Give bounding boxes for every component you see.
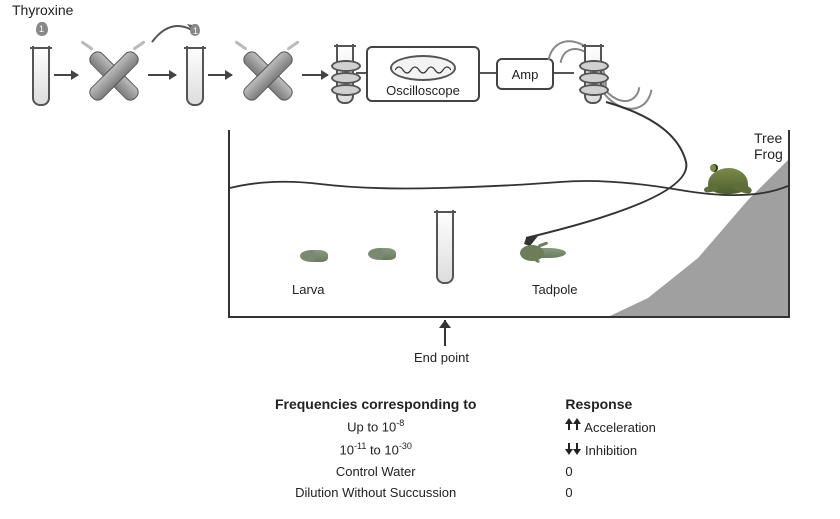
freq-header: Frequencies corresponding to	[220, 396, 531, 412]
freq-cell-1: 10-11 to 10-30	[220, 441, 531, 458]
resp-cell-2: 0	[531, 464, 760, 479]
resp-cell-1: Inhibition	[531, 441, 760, 458]
coil-tube-emitter	[580, 42, 604, 104]
process-arrow-1	[54, 74, 78, 76]
drop-number-1: 1	[39, 24, 44, 34]
test-tube-1	[32, 46, 50, 106]
thyroxine-label: Thyroxine	[12, 2, 73, 18]
endpoint-label: End point	[414, 350, 469, 365]
thyroxine-drop-1: 1	[36, 22, 48, 36]
process-arrow-2	[148, 74, 176, 76]
table-row: Up to 10-8 Acceleration	[220, 418, 760, 435]
tree-label: Tree	[754, 130, 782, 146]
coil-tube-input	[332, 42, 356, 104]
tadpole-icon	[520, 244, 566, 262]
succussion-1	[86, 48, 140, 102]
emitter-in-water	[436, 210, 454, 284]
frog-label: Frog	[754, 146, 783, 162]
larva-1-icon	[300, 250, 328, 262]
tadpole-label: Tadpole	[532, 282, 578, 297]
signal-to-tank-arrow	[450, 100, 710, 250]
freq-cell-3: Dilution Without Succussion	[220, 485, 531, 500]
table-row: Dilution Without Succussion 0	[220, 485, 760, 500]
wire-coil-osc	[356, 72, 366, 74]
oscilloscope-box: Oscilloscope	[366, 46, 480, 102]
wire-osc-amp	[478, 72, 496, 74]
table-row: 10-11 to 10-30 Inhibition	[220, 441, 760, 458]
larva-label: Larva	[292, 282, 325, 297]
resp-cell-3: 0	[531, 485, 760, 500]
oscilloscope-screen-icon	[390, 55, 456, 81]
response-table: Frequencies corresponding to Response Up…	[220, 390, 760, 500]
tree-frog-icon	[702, 160, 758, 200]
freq-cell-0: Up to 10-8	[220, 418, 531, 435]
process-arrow-3	[208, 74, 232, 76]
endpoint-arrow-icon	[444, 320, 446, 346]
larva-2-icon	[368, 248, 396, 260]
oscilloscope-label: Oscilloscope	[368, 83, 478, 98]
resp-cell-0: Acceleration	[531, 418, 760, 435]
thyroxine-drop-2: 1	[190, 24, 200, 36]
drop-number-2: 1	[193, 26, 198, 36]
resp-header: Response	[531, 396, 760, 412]
test-tube-2	[186, 46, 204, 106]
succussion-2	[240, 48, 294, 102]
freq-cell-2: Control Water	[220, 464, 531, 479]
table-row: Control Water 0	[220, 464, 760, 479]
process-arrow-4	[302, 74, 328, 76]
